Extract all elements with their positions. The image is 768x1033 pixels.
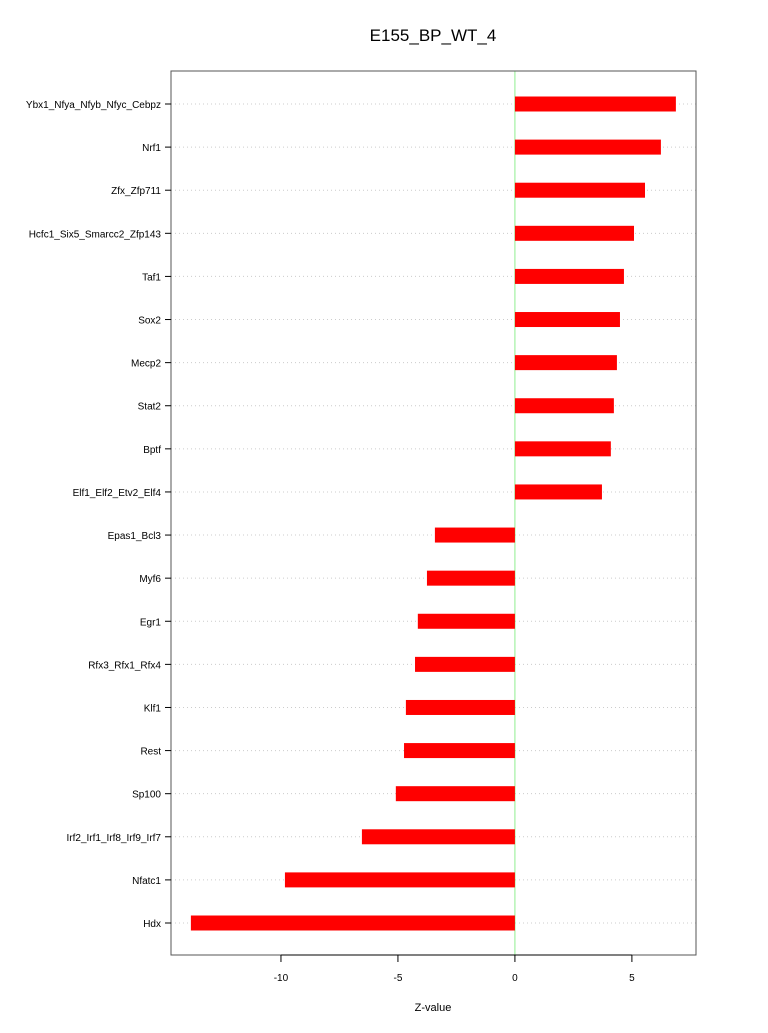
plot-frame: [170, 70, 697, 956]
y-tick-label: Ybx1_Nfya_Nfyb_Nfyc_Cebpz: [26, 100, 161, 111]
bar-Hdx: [190, 915, 515, 931]
y-tick-label: Bptf: [143, 445, 161, 456]
y-tick-label: Myf6: [139, 574, 161, 585]
bars: [190, 96, 676, 931]
bar-Ybx1_Nfya_Nfyb_Nfyc_Cebpz: [514, 96, 676, 112]
bar-Myf6: [426, 570, 515, 586]
bar-Bptf: [514, 441, 611, 457]
y-tick-label: Elf1_Elf2_Etv2_Elf4: [73, 488, 162, 499]
y-tick-label: Stat2: [138, 402, 162, 413]
x-tick-label: -10: [274, 973, 289, 984]
bar-Irf2_Irf1_Irf8_Irf9_Irf7: [361, 829, 515, 845]
y-tick-label: Zfx_Zfp711: [111, 186, 161, 197]
bar-Mecp2: [514, 355, 617, 371]
x-tick-label: 0: [512, 973, 518, 984]
y-tick-label: Nrf1: [142, 143, 161, 154]
y-tick-label: Egr1: [140, 617, 162, 628]
y-tick-label: Hdx: [143, 919, 161, 930]
y-tick-label: Nfatc1: [132, 876, 161, 887]
bar-Zfx_Zfp711: [514, 182, 645, 198]
bar-Nfatc1: [284, 872, 515, 888]
bar-Rfx3_Rfx1_Rfx4: [415, 656, 515, 672]
bar-Elf1_Elf2_Etv2_Elf4: [514, 484, 602, 500]
y-tick-label: Klf1: [144, 703, 162, 714]
chart-title: E155_BP_WT_4: [370, 26, 497, 45]
bar-Klf1: [405, 699, 515, 715]
bar-Stat2: [514, 398, 614, 414]
y-tick-label: Rest: [140, 747, 161, 758]
x-tick-label: 5: [629, 973, 635, 984]
y-tick-label: Irf2_Irf1_Irf8_Irf9_Irf7: [67, 833, 162, 844]
x-axis-label: Z-value: [415, 1002, 452, 1014]
bar-Egr1: [417, 613, 515, 629]
bar-Epas1_Bcl3: [434, 527, 515, 543]
bar-Nrf1: [514, 139, 661, 155]
bar-Hcfc1_Six5_Smarcc2_Zfp143: [514, 225, 635, 241]
bar-Sp100: [395, 786, 515, 802]
bar-Taf1: [514, 268, 624, 284]
bar-Sox2: [514, 312, 620, 328]
y-tick-label: Rfx3_Rfx1_Rfx4: [88, 660, 161, 671]
x-axis: -10 -5 0 5: [274, 954, 635, 984]
y-tick-label: Epas1_Bcl3: [108, 531, 162, 542]
y-tick-label: Hcfc1_Six5_Smarcc2_Zfp143: [29, 229, 162, 240]
y-axis-labels: Ybx1_Nfya_Nfyb_Nfyc_Cebpz Nrf1 Zfx_Zfp711 H…: [26, 100, 171, 930]
bar-Rest: [404, 743, 515, 759]
x-tick-label: -5: [393, 973, 402, 984]
y-tick-label: Sox2: [138, 316, 161, 327]
y-tick-label: Sp100: [132, 790, 161, 801]
y-tick-label: Taf1: [142, 272, 161, 283]
y-tick-label: Mecp2: [131, 359, 161, 370]
